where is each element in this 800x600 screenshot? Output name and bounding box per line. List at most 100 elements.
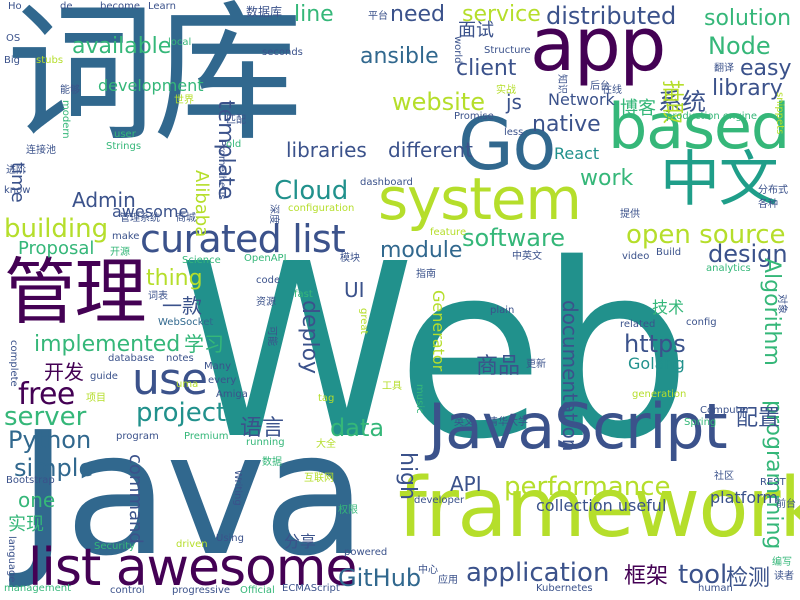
word-cloud-word: based [608,90,790,163]
word-cloud-word: REST [760,477,786,488]
word-cloud-word: guide [90,371,118,382]
word-cloud-word: Big [4,55,20,66]
word-cloud-word: Golang [628,354,685,373]
word-cloud-word: 权限 [338,505,358,516]
word-cloud-word: 深度 [268,204,279,224]
word-cloud-word: 前台 [776,499,796,510]
word-cloud-word: 词库 [6,0,303,162]
word-cloud-word: service [462,2,541,27]
word-cloud-word: open source [626,220,786,250]
word-cloud-word: app [530,2,666,88]
word-cloud-word: implemented [34,332,181,357]
word-cloud-word: website [392,88,485,116]
word-cloud-word: library [712,76,783,101]
word-cloud-word: high [395,452,420,500]
word-cloud-word: 中心 [418,565,438,576]
word-cloud-word: ansible [360,44,439,69]
word-cloud-word: Many [204,361,232,372]
word-cloud-word: 商城 [176,213,196,224]
word-cloud-word: control [110,585,145,596]
word-cloud-word: tool [678,560,728,590]
word-cloud-word: Structure [484,45,531,56]
word-cloud-word: 平台 [368,11,388,22]
word-cloud-word: 能够 [60,85,80,96]
word-cloud-word: 系统 [658,88,706,116]
word-cloud-word: software [462,224,566,252]
word-cloud-word: Python [8,426,92,454]
word-cloud-word: 实战 [496,85,516,96]
word-cloud-word: 语言 [240,416,285,441]
word-cloud-word: great [358,308,369,335]
word-cloud-word: driven [176,539,208,550]
word-cloud-word: 面试 [458,20,494,41]
word-cloud-word: 大全 [316,439,336,450]
word-cloud-word: Build [656,247,682,258]
word-cloud-word: 检测 [726,566,771,591]
word-cloud-word: 知识 [556,74,567,94]
word-cloud-word: 一款 [162,294,202,318]
word-cloud-word: Premium [184,431,229,442]
word-cloud-word: different [388,138,473,162]
word-cloud-word: UI [344,278,365,302]
word-cloud-word: JavaScript [428,390,728,463]
word-cloud-word: Amiga [216,389,248,400]
word-cloud-word: 世界 [174,95,194,106]
word-cloud-word: 进阶 [6,165,26,176]
word-cloud-word: feature [430,227,467,238]
word-cloud-word: building [4,214,109,244]
word-cloud-word: less [504,127,524,138]
word-cloud-word: 框架 [624,564,669,589]
word-cloud-word: 分布式 [758,185,788,196]
word-cloud-word: Computer [700,405,750,416]
word-cloud-word: awesome [112,202,189,221]
word-cloud-word: language [6,536,17,583]
word-cloud-word: Strings [106,141,142,152]
word-cloud-word: tag [318,393,335,404]
word-cloud-word: js [506,90,522,114]
word-cloud-word: module [380,238,463,263]
word-cloud-word: 在线 [602,85,622,96]
word-cloud-word: generation [632,389,687,400]
word-cloud-word: 清华大学 [488,417,528,428]
word-cloud-word: OS [6,33,21,44]
word-cloud-word: code [256,275,281,286]
word-cloud-word: stubs [36,55,64,66]
word-cloud-word: 匹配 [226,115,246,126]
word-cloud-word: WebSocket [158,317,214,328]
word-cloud-word: 数据 [262,457,282,468]
word-cloud-word: 各种 [758,199,778,210]
word-cloud-word: 提供 [620,209,640,220]
word-cloud-word: plain [490,305,515,316]
word-cloud-word: use [132,354,208,405]
word-cloud-word: user [114,129,136,140]
word-cloud-word: React [554,144,600,163]
word-cloud-word: 英文 [454,417,474,428]
word-cloud-word: easy [740,56,792,81]
word-cloud-word: libraries [286,138,367,162]
word-cloud-word: 模块 [340,253,360,264]
word-cloud-word: 配置 [736,406,781,431]
word-cloud-word: uma [176,379,199,390]
word-cloud-word: 指南 [416,269,436,280]
word-cloud-word: complete [8,340,19,387]
word-cloud-word: Admin [72,188,136,212]
word-cloud-word: 开源 [110,247,130,258]
word-cloud-word: 词表 [148,291,168,302]
word-cloud-word: database [108,353,155,364]
word-cloud-word: Ho [8,1,22,12]
word-cloud-word: Using [216,533,244,544]
word-cloud-word: Spring [684,417,717,428]
word-cloud-word: performance [504,472,671,502]
word-cloud-word: management [4,583,71,594]
word-cloud-word: production engine [666,111,757,122]
word-cloud-word: music [414,384,425,414]
word-cloud-word: config [686,317,717,328]
word-cloud-word: Generator [429,290,448,372]
word-cloud-word: distributed [546,2,677,30]
word-cloud-word: work [580,166,634,191]
word-cloud-word: server [4,402,87,432]
word-cloud-word: 开发 [44,360,84,384]
word-cloud-word: 社区 [714,471,734,482]
word-cloud-word: application [466,558,610,588]
